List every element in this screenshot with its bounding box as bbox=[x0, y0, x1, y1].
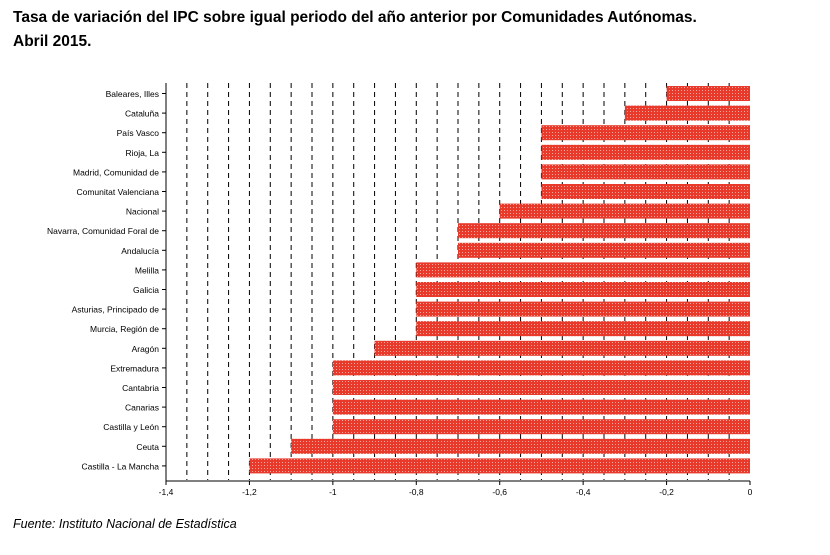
chart-title-line1: Tasa de variación del IPC sobre igual pe… bbox=[13, 9, 697, 26]
bar bbox=[416, 321, 750, 337]
category-label: Castilla y León bbox=[103, 422, 159, 432]
bar bbox=[332, 360, 750, 376]
bar bbox=[666, 86, 750, 101]
category-label: Canarias bbox=[125, 403, 159, 413]
chart-title-line2: Abril 2015. bbox=[13, 33, 92, 50]
bar bbox=[499, 203, 750, 219]
category-label: Melilla bbox=[135, 265, 159, 275]
bar bbox=[291, 438, 750, 454]
bar bbox=[416, 282, 750, 297]
category-label: Ceuta bbox=[136, 442, 159, 452]
category-labels: Baleares, Illes Cataluña País Vasco Rioja, … bbox=[47, 89, 159, 471]
category-label: Madrid, Comunidad de bbox=[73, 167, 159, 177]
category-label: Comunitat Valenciana bbox=[76, 187, 159, 197]
bar bbox=[332, 419, 750, 435]
bar bbox=[249, 458, 750, 474]
bar bbox=[416, 301, 750, 317]
category-label: Andalucía bbox=[121, 246, 159, 256]
x-tick-label: -0,4 bbox=[576, 487, 591, 497]
bar bbox=[541, 125, 750, 141]
category-label: Extremadura bbox=[110, 363, 159, 373]
chart-title: Tasa de variación del IPC sobre igual pe… bbox=[13, 6, 813, 54]
bar bbox=[332, 399, 750, 415]
x-tick-label: -1,4 bbox=[159, 487, 174, 497]
x-tick-label: -0,8 bbox=[409, 487, 424, 497]
bar bbox=[541, 144, 750, 160]
bar bbox=[458, 242, 750, 258]
category-label: Nacional bbox=[126, 207, 159, 217]
x-tick-label: 0 bbox=[748, 487, 753, 497]
category-label: Galicia bbox=[133, 285, 159, 295]
category-label: Castilla - La Mancha bbox=[82, 461, 160, 471]
category-label: Asturias, Principado de bbox=[72, 305, 160, 315]
bar bbox=[541, 164, 750, 180]
bar bbox=[624, 105, 750, 121]
tick-labels: -1,4 -1,2 -1 -0,8 -0,6 -0,4 -0,2 0 bbox=[159, 487, 753, 497]
category-label: País Vasco bbox=[117, 128, 160, 138]
bar bbox=[416, 262, 750, 278]
bar bbox=[374, 340, 750, 356]
category-label: Baleares, Illes bbox=[106, 89, 159, 99]
bar bbox=[458, 223, 750, 239]
bar bbox=[541, 184, 750, 199]
category-label: Aragón bbox=[132, 344, 160, 354]
x-tick-label: -1 bbox=[329, 487, 337, 497]
category-label: Navarra, Comunidad Foral de bbox=[47, 226, 159, 236]
axes bbox=[162, 83, 751, 485]
x-tick-label: -0,6 bbox=[492, 487, 507, 497]
x-tick-label: -1,2 bbox=[242, 487, 257, 497]
source-note: Fuente: Instituto Nacional de Estadístic… bbox=[13, 517, 237, 531]
bars bbox=[249, 86, 750, 474]
category-label: Murcia, Región de bbox=[90, 324, 159, 334]
category-label: Cataluña bbox=[125, 109, 159, 119]
x-tick-label: -0,2 bbox=[659, 487, 674, 497]
category-label: Cantabria bbox=[122, 383, 159, 393]
category-label: Rioja, La bbox=[125, 148, 159, 158]
bar bbox=[332, 380, 750, 395]
